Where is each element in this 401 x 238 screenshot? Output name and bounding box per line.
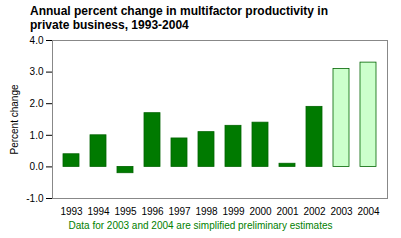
svg-text:4.0: 4.0	[30, 35, 44, 46]
svg-text:1998: 1998	[195, 206, 218, 217]
html-text:Data for 2003 and 2004 are sim: Data for 2003 and 2004 are simplified pr…	[68, 220, 333, 231]
svg-text:1995: 1995	[114, 206, 137, 217]
svg-text:3.0: 3.0	[30, 66, 44, 77]
svg-text:2000: 2000	[249, 206, 272, 217]
svg-text:2003: 2003	[330, 206, 353, 217]
svg-text:0.0: 0.0	[30, 161, 44, 172]
svg-text:1997: 1997	[168, 206, 191, 217]
svg-text:-1.0: -1.0	[26, 193, 44, 204]
svg-text:2.0: 2.0	[30, 98, 44, 109]
svg-text:2004: 2004	[357, 206, 380, 217]
svg-text:1999: 1999	[222, 206, 245, 217]
svg-text:1994: 1994	[87, 206, 110, 217]
svg-text:1993: 1993	[60, 206, 83, 217]
svg-text:1.0: 1.0	[30, 130, 44, 141]
svg-text:1996: 1996	[141, 206, 164, 217]
svg-text:2002: 2002	[303, 206, 326, 217]
svg-text:2001: 2001	[276, 206, 299, 217]
svg-text:Percent change: Percent change	[9, 84, 20, 154]
html-text:Annual percent change in multi: Annual percent change in multifactor pro…	[30, 4, 328, 32]
